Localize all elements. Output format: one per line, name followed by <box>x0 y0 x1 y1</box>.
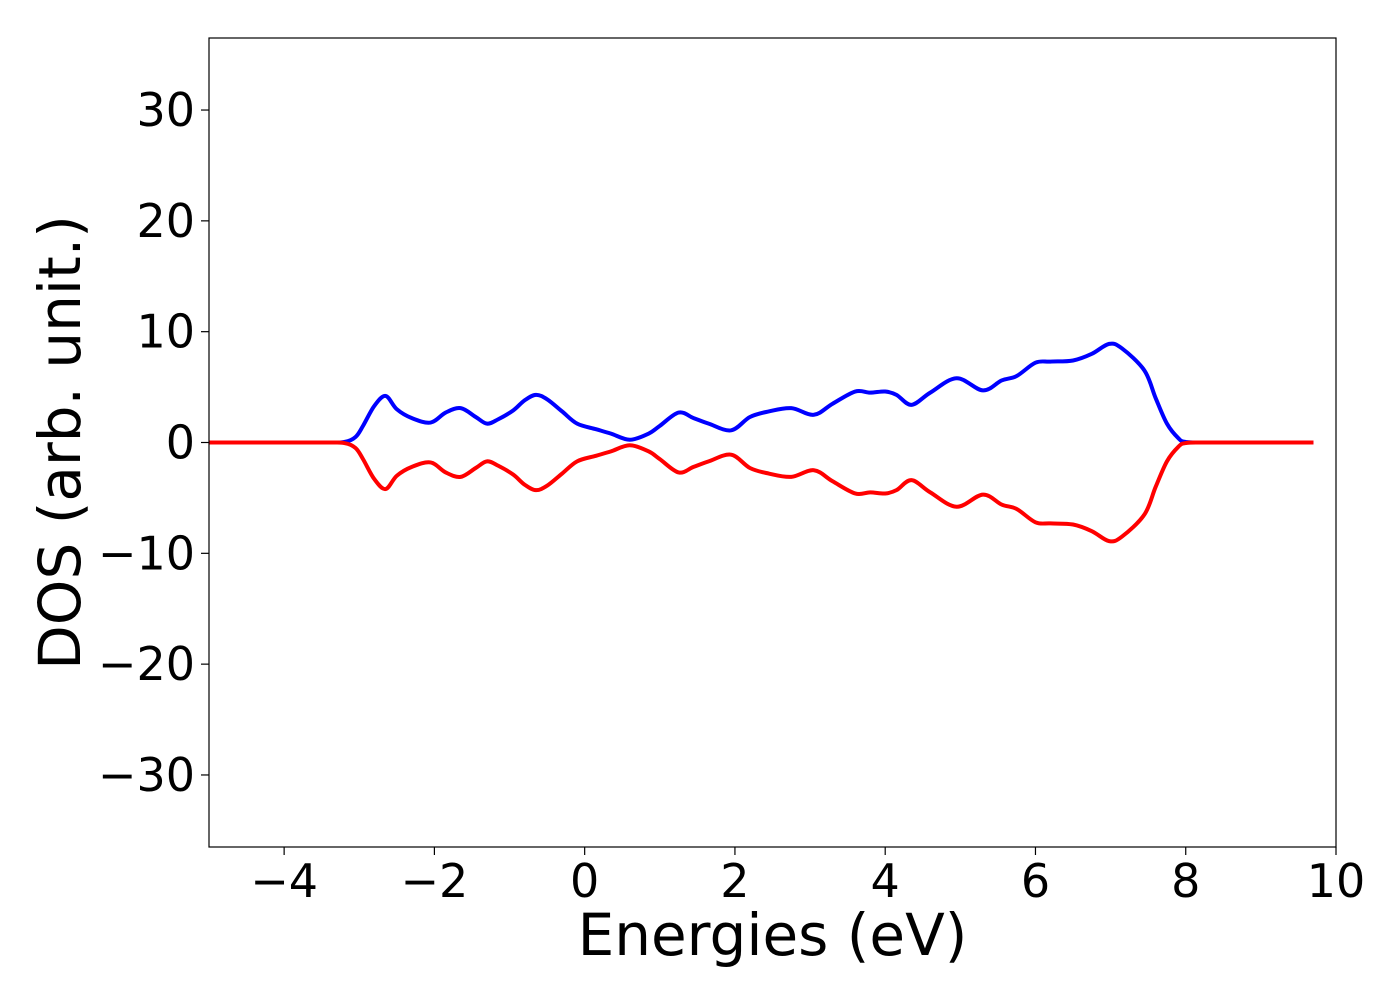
y-tick-label: −20 <box>98 637 195 691</box>
series-layer <box>208 341 1314 544</box>
series-line-blue <box>208 341 1314 445</box>
y-axis-ticks: −30 −20 −10 0 10 20 30 <box>98 83 209 802</box>
x-tick-label: −4 <box>250 854 318 908</box>
x-tick-label: 6 <box>1021 854 1050 908</box>
y-tick-label: 20 <box>136 194 195 248</box>
x-tick-label: −2 <box>400 854 468 908</box>
y-tick-label: 30 <box>136 83 195 137</box>
y-tick-label: −30 <box>98 748 195 802</box>
plot-frame <box>208 37 1337 848</box>
x-tick-label: 10 <box>1307 854 1366 908</box>
y-axis-label: DOS (arb. unit.) <box>26 215 94 670</box>
x-tick-label: 4 <box>871 854 900 908</box>
x-tick-label: 0 <box>570 854 599 908</box>
x-tick-label: 8 <box>1171 854 1200 908</box>
series-line-red <box>208 440 1314 544</box>
x-tick-label: 2 <box>720 854 749 908</box>
y-tick-label: 10 <box>136 305 195 359</box>
y-tick-label: −10 <box>98 526 195 580</box>
x-axis-ticks: −4 −2 0 2 4 6 8 10 <box>250 847 1365 908</box>
x-axis-label: Energies (eV) <box>578 901 968 969</box>
y-tick-label: 0 <box>166 416 195 470</box>
